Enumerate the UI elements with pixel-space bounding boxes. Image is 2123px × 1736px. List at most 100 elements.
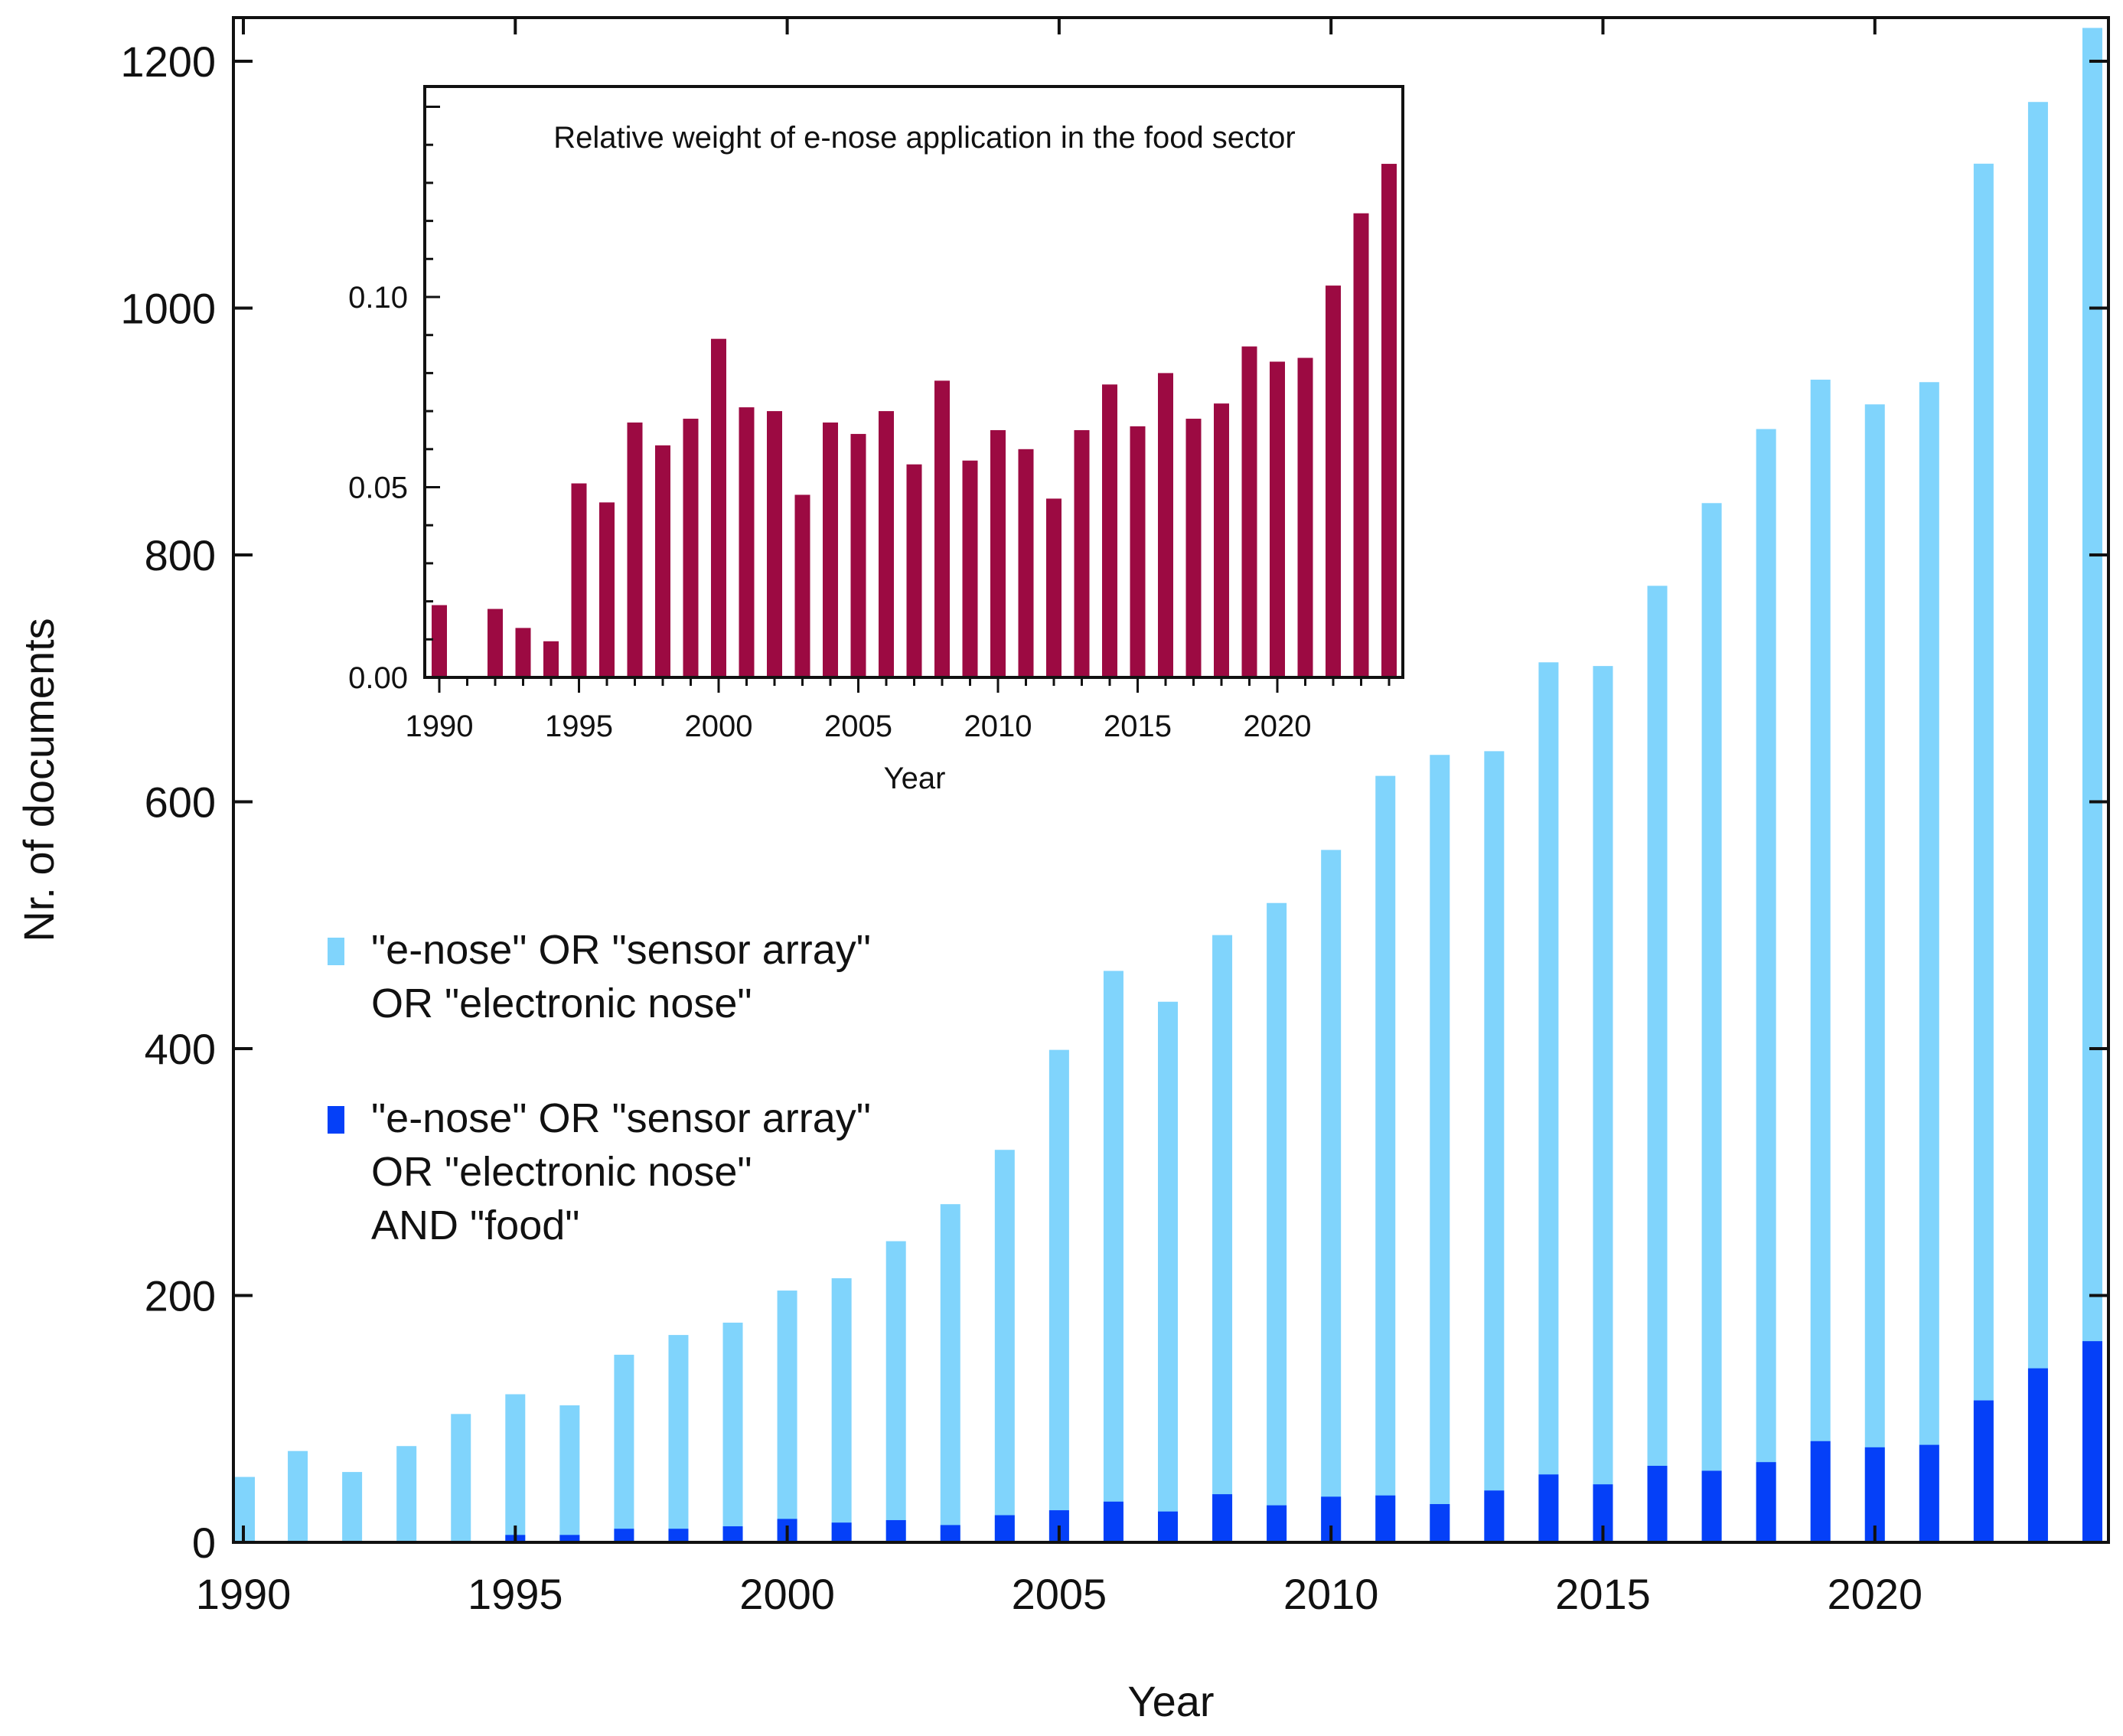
- inset-y-tick-label: 0.05: [348, 472, 408, 505]
- inset-bar-2021: [1297, 357, 1313, 677]
- inset-bar-2009: [962, 460, 978, 677]
- inset-bars: [432, 164, 1397, 678]
- inset-bar-2002: [767, 411, 782, 677]
- bar-total-2008: [1212, 935, 1233, 1542]
- inset-y-tick-label: 0.00: [348, 661, 408, 695]
- inset-bar-2022: [1326, 286, 1341, 677]
- legend-label-0: OR "electronic nose": [371, 981, 752, 1026]
- bar-total-2014: [1538, 662, 1559, 1542]
- bar-total-2016: [1647, 586, 1668, 1542]
- bar-total-2001: [831, 1278, 852, 1542]
- legend-label-1: "e-nose" OR "sensor array": [371, 1095, 871, 1141]
- inset-bar-2015: [1130, 426, 1146, 677]
- x-tick-label: 2010: [1283, 1570, 1379, 1618]
- bar-food-2012: [1430, 1504, 1450, 1542]
- inset-bar-2008: [934, 380, 950, 677]
- inset-bar-1997: [627, 423, 643, 677]
- inset-bar-2020: [1270, 361, 1285, 677]
- bar-total-1993: [396, 1446, 417, 1542]
- bar-total-1996: [559, 1405, 580, 1542]
- bar-total-2003: [940, 1204, 960, 1542]
- bar-total-2007: [1158, 1001, 1178, 1542]
- bar-food-1996: [559, 1535, 580, 1542]
- legend: "e-nose" OR "sensor array" OR "electronic…: [328, 927, 871, 1248]
- inset-bar-2023: [1353, 213, 1369, 677]
- inset-bar-1993: [515, 628, 531, 677]
- bar-food-2011: [1375, 1495, 1396, 1542]
- inset-bar-2001: [739, 407, 755, 677]
- inset-x-tick-label: 2010: [964, 710, 1032, 743]
- inset-x-tick-label: 1990: [406, 710, 474, 743]
- bar-food-2021: [1919, 1444, 1939, 1542]
- inset-axes: 0.00 0.05 0.10 1990 1995 2000 2005 2010 2015 2020: [348, 106, 1391, 743]
- bar-food-2022: [1973, 1400, 1994, 1542]
- legend-label-1: OR "electronic nose": [371, 1149, 752, 1195]
- y-tick-label: 400: [145, 1025, 216, 1073]
- bar-total-2018: [1756, 429, 1776, 1542]
- legend-label-1: AND "food": [371, 1202, 579, 1248]
- inset-bar-2006: [879, 411, 894, 677]
- inset-x-tick-label: 1995: [545, 710, 613, 743]
- bar-total-2006: [1103, 971, 1123, 1542]
- inset-bar-1994: [543, 641, 559, 677]
- x-tick-label: 2015: [1555, 1570, 1651, 1618]
- bar-food-1997: [614, 1529, 634, 1542]
- y-tick-label: 800: [145, 531, 216, 579]
- inset-bar-2018: [1214, 403, 1229, 677]
- bar-food-2016: [1647, 1466, 1668, 1542]
- y-tick-label: 600: [145, 778, 216, 827]
- legend-swatch-0: [328, 938, 344, 965]
- x-tick-label: 1990: [196, 1570, 292, 1618]
- bar-total-1997: [614, 1354, 634, 1542]
- bar-total-1994: [451, 1414, 471, 1542]
- bar-total-2023: [2027, 102, 2048, 1542]
- bar-food-2023: [2027, 1368, 2048, 1542]
- bar-total-1991: [288, 1450, 308, 1542]
- inset-bar-1995: [571, 483, 587, 677]
- bar-total-2013: [1484, 751, 1505, 1543]
- inset-y-tick-label: 0.10: [348, 281, 408, 315]
- legend-label-0: "e-nose" OR "sensor array": [371, 927, 871, 973]
- bar-total-1999: [722, 1322, 743, 1542]
- bar-total-2020: [1864, 404, 1885, 1542]
- bar-total-2002: [885, 1241, 906, 1542]
- inset-bar-2000: [711, 338, 726, 677]
- legend-swatch-1: [328, 1106, 344, 1134]
- bar-food-2013: [1484, 1490, 1505, 1542]
- bar-total-2021: [1919, 382, 1939, 1542]
- bar-total-2022: [1973, 163, 1994, 1542]
- bar-food-2008: [1212, 1494, 1233, 1542]
- inset-x-axis-title: Year: [884, 762, 946, 795]
- bar-food-2024: [2082, 1341, 2102, 1542]
- inset-bar-1992: [488, 609, 503, 677]
- inset-bar-2003: [794, 494, 810, 677]
- y-tick-label: 0: [192, 1519, 216, 1567]
- inset-x-tick-label: 2000: [685, 710, 753, 743]
- bar-food-2001: [831, 1522, 852, 1542]
- bar-total-2009: [1267, 902, 1287, 1542]
- main-axes: 1990 1995 2000 2005 2010 2015 2020 0 200 400 600 80…: [120, 18, 2108, 1618]
- y-tick-label: 1200: [120, 38, 216, 86]
- bar-total-1992: [342, 1472, 363, 1542]
- main-y-axis-title: Nr. of documents: [15, 618, 63, 941]
- bar-food-2014: [1538, 1474, 1559, 1542]
- inset-bar-2017: [1185, 419, 1202, 677]
- x-tick-label: 2020: [1827, 1570, 1922, 1618]
- x-tick-label: 2000: [739, 1570, 835, 1618]
- bar-food-2003: [940, 1525, 960, 1542]
- bar-food-2009: [1267, 1505, 1287, 1542]
- inset-bar-2024: [1381, 164, 1397, 678]
- inset-bar-2016: [1158, 373, 1173, 677]
- inset-bar-2010: [990, 429, 1006, 677]
- bar-total-2004: [994, 1150, 1015, 1542]
- inset-frame: [423, 85, 1404, 679]
- bar-food-2002: [885, 1519, 906, 1542]
- inset-title: Relative weight of e-nose application in…: [553, 121, 1295, 155]
- bar-total-2017: [1701, 503, 1722, 1542]
- inset-bar-2012: [1046, 498, 1062, 677]
- inset-bar-2019: [1241, 346, 1257, 677]
- bar-total-1995: [505, 1394, 526, 1542]
- inset-bar-1996: [599, 502, 615, 677]
- inset-bar-1999: [683, 419, 699, 677]
